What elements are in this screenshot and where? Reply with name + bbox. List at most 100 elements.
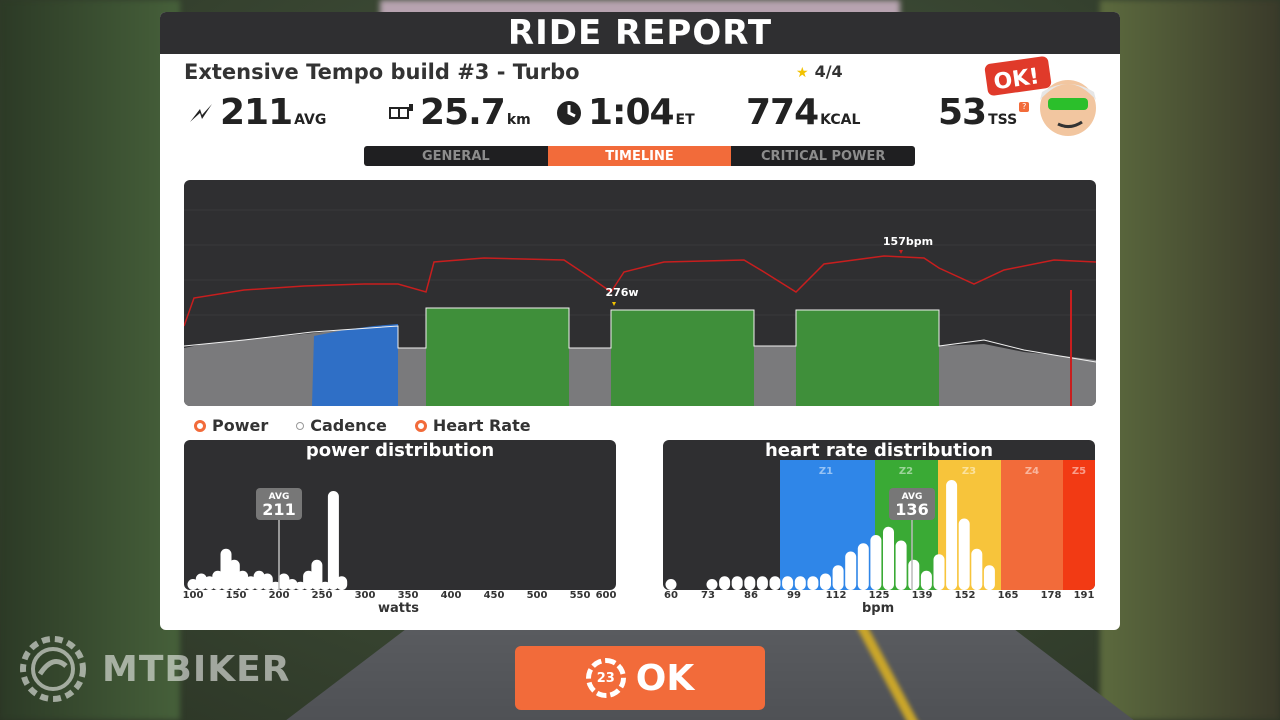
- stat-power: 211 AVG: [188, 92, 326, 133]
- legend-cadence[interactable]: Cadence: [296, 416, 387, 435]
- report-tabs: GENERAL TIMELINE CRITICAL POWER: [364, 146, 915, 166]
- tick-label: 73: [701, 590, 715, 601]
- stat-energy: 774 KCAL: [746, 92, 860, 133]
- distribution-bar: [920, 570, 932, 590]
- stat-tss: 53 TSS ?: [938, 92, 1030, 133]
- tick-label: 165: [997, 590, 1019, 601]
- heart-rate-line: [184, 255, 1096, 327]
- distribution-bar: [958, 518, 970, 590]
- tick-label: 150: [225, 590, 247, 601]
- distribution-bar: [820, 573, 831, 590]
- energy-value: 774: [746, 92, 819, 133]
- power-interval-3: [796, 310, 939, 406]
- tick-label: 350: [397, 590, 419, 601]
- hr-peak-marker: [899, 250, 903, 254]
- time-value: 1:04: [588, 92, 675, 133]
- tab-general[interactable]: GENERAL: [364, 146, 548, 166]
- distribution-bar: [769, 576, 781, 590]
- tss-help-icon[interactable]: ?: [1019, 102, 1030, 112]
- distribution-bar: [228, 559, 240, 590]
- tab-timeline[interactable]: TIMELINE: [547, 146, 732, 166]
- distribution-bar: [327, 491, 339, 590]
- power-interval-1: [426, 308, 569, 406]
- power-unit: AVG: [294, 112, 327, 128]
- toggle-on-icon: [194, 419, 206, 432]
- legend-power[interactable]: Power: [194, 416, 268, 435]
- timeline-svg: 276w 157bpm: [184, 209, 1096, 406]
- timeline-legend: Power Cadence Heart Rate: [194, 416, 531, 435]
- power-peak-label: 276w: [605, 286, 638, 299]
- distribution-bar: [895, 540, 907, 590]
- distribution-bar: [883, 526, 894, 590]
- power-icon: [190, 103, 212, 122]
- zone-label: Z5: [1072, 466, 1086, 477]
- zone-label: Z3: [962, 466, 976, 477]
- timeline-grid: [184, 209, 1096, 316]
- distribution-bar: [286, 579, 298, 590]
- zone-5-band: [1063, 460, 1095, 590]
- tab-label: CRITICAL POWER: [761, 148, 886, 164]
- distribution-bar: [857, 543, 869, 590]
- toggle-on-icon: [414, 419, 427, 432]
- heart-rate-distribution-axis: 60 73 86 99 112 125 139 152 165 178 191: [663, 590, 1095, 604]
- tick-label: 550: [569, 590, 591, 601]
- avatar-cap: [1040, 84, 1096, 100]
- workout-name: Extensive Tempo build #3 - Turbo: [184, 60, 580, 84]
- distribution-bar: [719, 576, 731, 590]
- stat-time: 1:04 ET: [556, 92, 695, 133]
- axis-label: watts: [378, 601, 419, 616]
- avg-marker-value: 136: [895, 500, 928, 519]
- legend-label: Cadence: [310, 416, 387, 435]
- stats-row: 211 AVG 25.7 km 1:04 ET 774 KCAL: [160, 92, 1120, 136]
- tick-label: 250: [311, 590, 333, 601]
- countdown-ring-icon: 23: [585, 658, 626, 698]
- tick-label: 86: [744, 590, 758, 601]
- distribution-bar: [983, 565, 995, 590]
- tick-label: 500: [526, 590, 548, 601]
- avatar-badge: OK!: [992, 64, 1041, 95]
- background-trees-left: [0, 0, 180, 720]
- ok-button[interactable]: 23 OK: [515, 646, 765, 710]
- avg-marker-value: 211: [262, 500, 295, 519]
- workout-rating: ★ 4/4: [796, 62, 843, 81]
- distance-unit: km: [506, 112, 531, 128]
- ok-button-label: OK: [635, 657, 695, 699]
- distribution-bar: [807, 576, 819, 590]
- distribution-bar: [665, 579, 677, 590]
- power-line: [184, 307, 1096, 363]
- tss-value: 53: [938, 92, 987, 133]
- tick-label: 178: [1040, 590, 1062, 601]
- background-trees-right: [1100, 0, 1280, 720]
- timeline-chart[interactable]: 276w 157bpm: [184, 180, 1096, 406]
- legend-heart-rate[interactable]: Heart Rate: [414, 416, 531, 435]
- distribution-bar: [832, 565, 844, 590]
- odometer-icon: [389, 103, 413, 119]
- power-value: 211: [220, 92, 293, 133]
- distribution-bar: [794, 576, 806, 590]
- tab-critical-power[interactable]: CRITICAL POWER: [731, 146, 915, 166]
- clock-icon: [557, 100, 581, 125]
- distribution-bar: [220, 548, 232, 590]
- tab-label: GENERAL: [422, 148, 490, 164]
- legend-label: Power: [212, 416, 269, 435]
- ride-report-panel: RIDE REPORT Extensive Tempo build #3 - T…: [160, 12, 1120, 630]
- distribution-bar: [195, 573, 207, 590]
- time-unit: ET: [675, 112, 695, 128]
- tick-label: 600: [595, 590, 617, 601]
- zone-label: Z2: [899, 466, 913, 477]
- tick-label: 300: [354, 590, 376, 601]
- tick-label: 60: [664, 590, 678, 601]
- avg-marker-label: AVG: [902, 492, 923, 502]
- distribution-bar: [756, 576, 768, 590]
- watermark-text: MTBIKER: [102, 648, 291, 690]
- power-area-grey: [184, 326, 1096, 406]
- distribution-bar: [946, 480, 958, 590]
- hr-peak-label: 157bpm: [883, 235, 933, 248]
- tick-label: 99: [787, 590, 801, 601]
- tick-label: 191: [1073, 590, 1095, 601]
- chart-title: power distribution: [305, 440, 495, 461]
- avg-marker-label: AVG: [269, 492, 290, 502]
- avatar-glasses: [1048, 98, 1088, 110]
- tab-label: TIMELINE: [605, 148, 674, 164]
- power-interval-2: [611, 310, 754, 406]
